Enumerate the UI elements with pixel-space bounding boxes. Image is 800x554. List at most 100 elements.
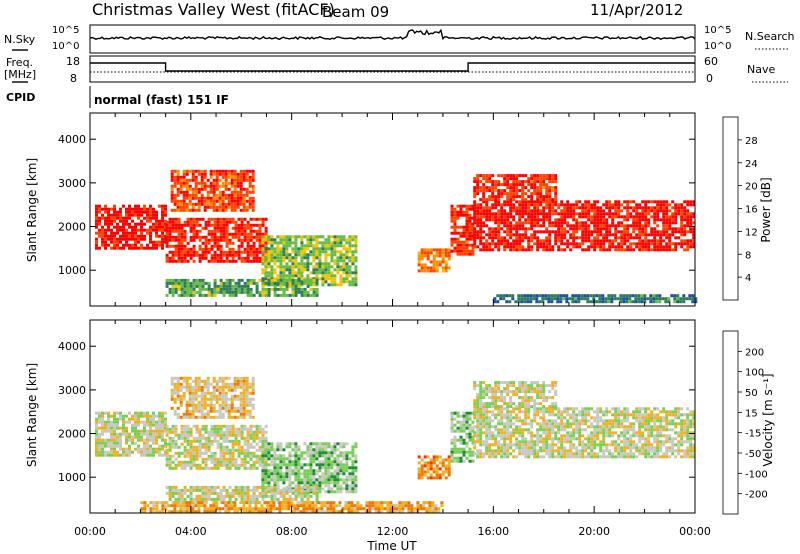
- data-pixel: [110, 444, 113, 448]
- data-pixel: [146, 246, 149, 250]
- data-pixel: [620, 203, 624, 207]
- data-pixel: [128, 213, 131, 217]
- data-pixel: [479, 224, 483, 228]
- data-pixel: [488, 227, 492, 231]
- data-pixel: [228, 232, 232, 236]
- data-pixel: [345, 475, 349, 479]
- data-pixel: [336, 259, 340, 263]
- data-pixel: [515, 209, 519, 213]
- data-pixel: [491, 236, 495, 240]
- data-pixel: [240, 290, 244, 294]
- data-pixel: [608, 203, 612, 207]
- data-pixel: [261, 277, 265, 281]
- data-pixel: [201, 284, 205, 288]
- data-pixel: [180, 290, 184, 294]
- data-pixel: [563, 242, 567, 246]
- data-pixel: [104, 219, 107, 223]
- data-pixel: [297, 457, 301, 461]
- data-pixel: [116, 423, 119, 427]
- data-pixel: [336, 271, 340, 275]
- data-pixel: [95, 441, 98, 445]
- data-pixel: [158, 450, 161, 454]
- noise-left-tick-high: 10^5: [52, 25, 79, 36]
- data-pixel: [176, 178, 180, 182]
- data-pixel: [318, 454, 322, 458]
- data-pixel: [149, 225, 152, 229]
- data-pixel: [285, 442, 289, 446]
- data-pixel: [533, 183, 537, 187]
- data-pixel: [641, 245, 645, 249]
- data-pixel: [110, 222, 113, 226]
- data-pixel: [614, 233, 618, 237]
- data-pixel: [204, 485, 208, 489]
- data-pixel: [207, 241, 211, 245]
- data-pixel: [303, 457, 307, 461]
- data-pixel: [143, 216, 146, 220]
- data-pixel: [222, 287, 226, 291]
- data-pixel: [239, 397, 243, 401]
- data-pixel: [258, 436, 262, 440]
- data-pixel: [237, 284, 241, 288]
- data-pixel: [237, 488, 241, 492]
- data-pixel: [155, 216, 158, 220]
- data-pixel: [318, 490, 322, 494]
- data-pixel: [95, 210, 98, 214]
- data-pixel: [213, 287, 217, 291]
- data-pixel: [614, 212, 618, 216]
- data-pixel: [125, 429, 128, 433]
- data-pixel: [227, 196, 231, 200]
- data-pixel: [321, 277, 325, 281]
- data-pixel: [435, 248, 439, 252]
- data-pixel: [234, 433, 238, 437]
- data-pixel: [521, 200, 525, 204]
- data-pixel: [620, 209, 624, 213]
- data-pixel: [479, 218, 483, 222]
- data-pixel: [526, 294, 530, 298]
- data-pixel: [164, 438, 167, 442]
- data-pixel: [231, 256, 235, 260]
- data-pixel: [246, 454, 250, 458]
- data-pixel: [560, 215, 564, 219]
- data-pixel: [125, 426, 128, 430]
- cpid-program: normal (fast) 151 IF: [94, 93, 229, 107]
- data-pixel: [197, 181, 201, 185]
- data-pixel: [171, 427, 175, 431]
- data-pixel: [488, 174, 492, 178]
- data-pixel: [506, 227, 510, 231]
- data-pixel: [113, 216, 116, 220]
- data-pixel: [527, 180, 531, 184]
- data-pixel: [674, 245, 678, 249]
- data-pixel: [107, 429, 110, 433]
- data-pixel: [485, 245, 489, 249]
- data-pixel: [186, 448, 190, 452]
- data-pixel: [512, 248, 516, 252]
- data-pixel: [198, 445, 202, 449]
- data-pixel: [227, 205, 231, 209]
- data-pixel: [195, 497, 199, 501]
- data-pixel: [518, 233, 522, 237]
- data-pixel: [152, 450, 155, 454]
- data-pixel: [194, 208, 198, 212]
- data-pixel: [171, 217, 175, 221]
- data-pixel: [653, 239, 657, 243]
- data-pixel: [536, 209, 540, 213]
- data-pixel: [581, 227, 585, 231]
- data-pixel: [237, 433, 241, 437]
- data-pixel: [146, 243, 149, 247]
- data-pixel: [219, 451, 223, 455]
- data-pixel: [315, 454, 319, 458]
- data-pixel: [273, 284, 277, 288]
- data-pixel: [441, 470, 445, 474]
- data-pixel: [222, 436, 226, 440]
- data-pixel: [569, 203, 573, 207]
- data-pixel: [312, 283, 316, 287]
- data-pixel: [183, 488, 187, 492]
- data-pixel: [267, 247, 271, 251]
- data-pixel: [179, 178, 183, 182]
- data-pixel: [225, 281, 229, 285]
- data-pixel: [251, 178, 255, 182]
- data-pixel: [239, 406, 243, 410]
- data-pixel: [465, 216, 469, 220]
- data-pixel: [176, 181, 180, 185]
- data-pixel: [188, 193, 192, 197]
